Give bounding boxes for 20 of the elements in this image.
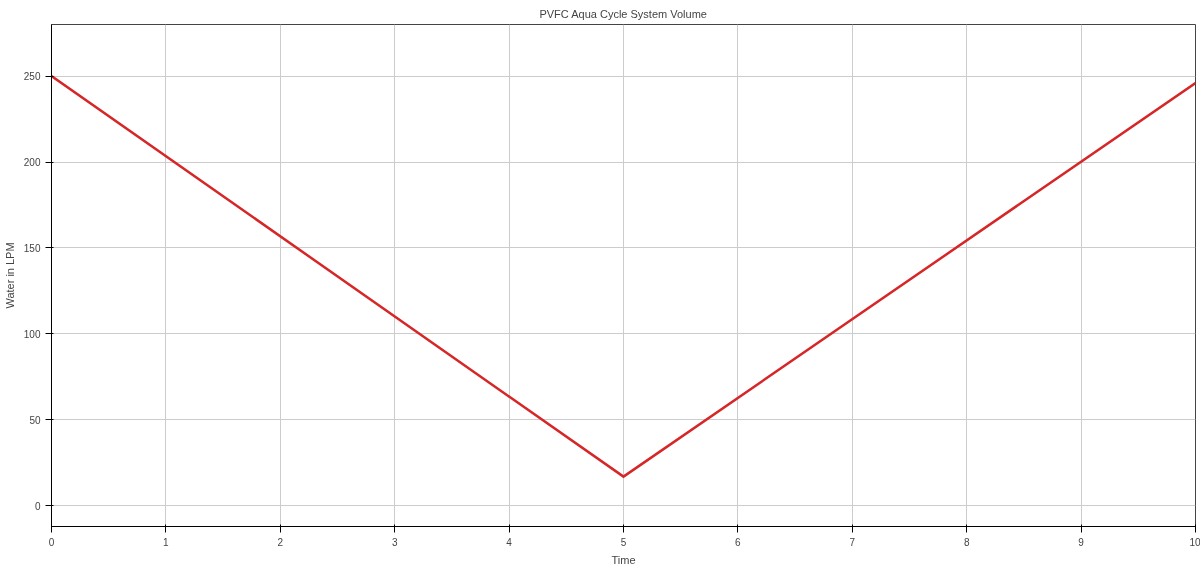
x-tick-label: 1: [163, 536, 170, 548]
y-tick-label: 200: [23, 157, 41, 169]
x-tick-label: 10: [1189, 536, 1201, 548]
x-tick-label: 6: [735, 536, 742, 548]
x-tick-label: 2: [277, 536, 284, 548]
x-axis-title: Time: [611, 553, 636, 566]
y-tick-label: 50: [29, 414, 41, 426]
x-tick-label: 4: [506, 536, 513, 548]
y-tick-label: 250: [23, 71, 41, 83]
y-axis-title: Water in LPM: [3, 242, 16, 309]
x-tick-label: 9: [1078, 536, 1085, 548]
x-tick-label: 3: [391, 536, 398, 548]
y-tick-label: 100: [23, 328, 41, 340]
chart-title: PVFC Aqua Cycle System Volume: [539, 7, 707, 20]
x-tick-label: 0: [48, 536, 55, 548]
x-tick-label: 8: [963, 536, 970, 548]
x-tick-label: 5: [620, 536, 627, 548]
y-tick-label: 0: [34, 500, 41, 512]
x-tick-label: 7: [849, 536, 856, 548]
y-tick-label: 150: [23, 242, 41, 254]
